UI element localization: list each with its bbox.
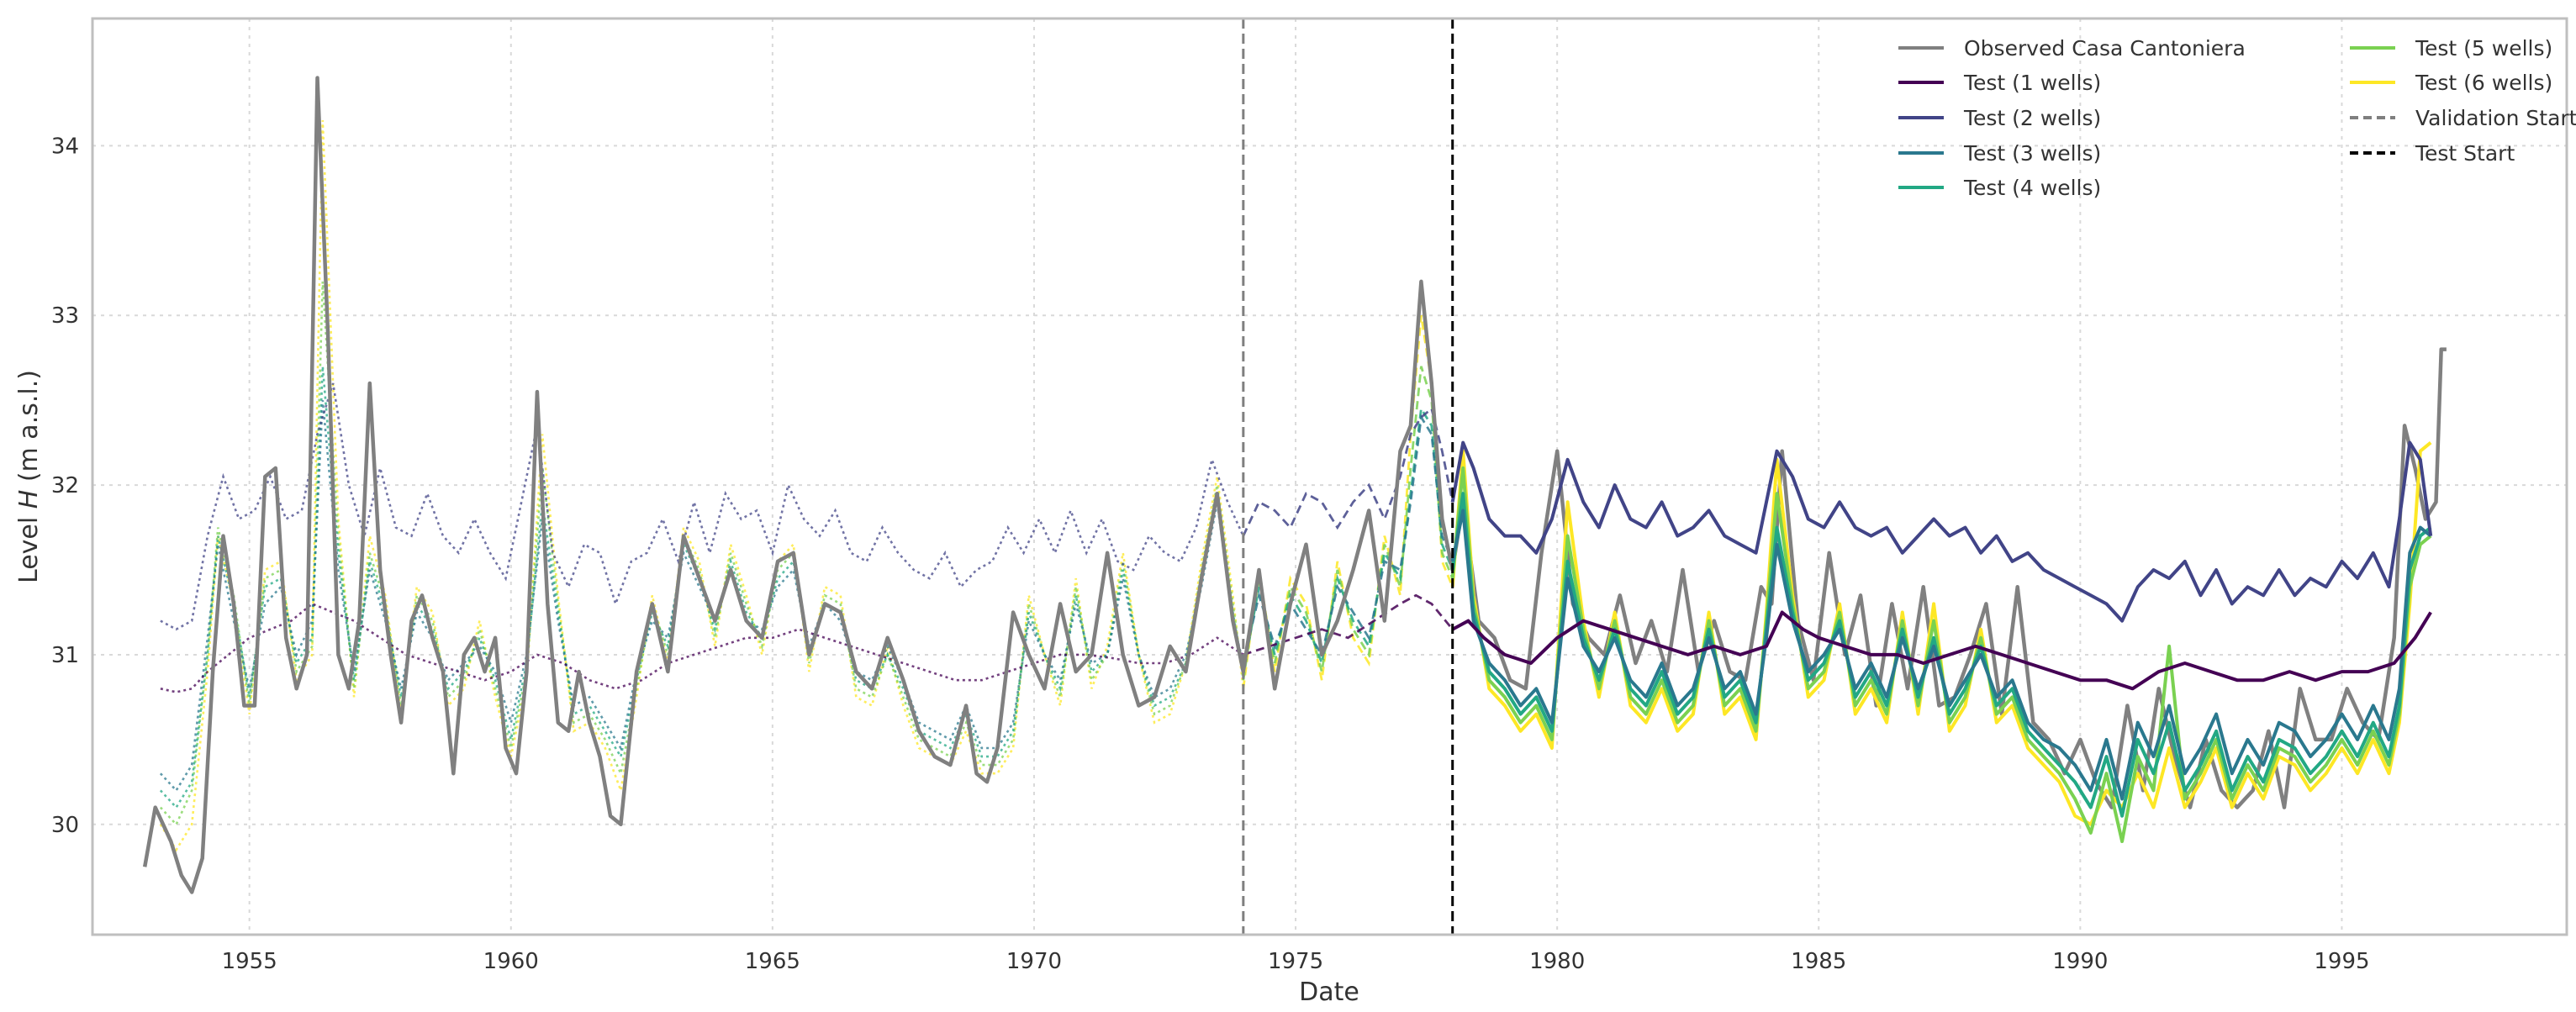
plot-area (142, 76, 2447, 894)
legend-label-5: Test (5 wells) (2415, 36, 2552, 61)
x-axis-title: Date (1299, 978, 1359, 1007)
x-tick-label-1955: 1955 (222, 949, 277, 974)
legend-label-0: Observed Casa Cantoniera (1964, 36, 2246, 61)
y-tick-label-30: 30 (51, 813, 79, 838)
series-w6-train-line (159, 120, 1245, 852)
x-tick-label-1980: 1980 (1529, 949, 1585, 974)
y-tick-label-33: 33 (51, 303, 79, 329)
series-w4-validation-line (1242, 405, 1454, 672)
legend-label-3: Test (3 wells) (1963, 141, 2101, 166)
x-tick-label-1970: 1970 (1006, 949, 1062, 974)
legend-label-7: Validation Start (2415, 106, 2576, 130)
y-tick-label-34: 34 (51, 134, 79, 159)
legend-label-6: Test (6 wells) (2415, 71, 2552, 95)
observed-line (142, 76, 2447, 894)
y-tick-label-32: 32 (51, 473, 79, 498)
x-tick-label-1960: 1960 (483, 949, 539, 974)
x-tick-label-1975: 1975 (1268, 949, 1323, 974)
legend-label-1: Test (1 wells) (1963, 71, 2101, 95)
legend-label-8: Test Start (2415, 141, 2515, 166)
series-w3-validation-line (1242, 414, 1454, 664)
legend-label-4: Test (4 wells) (1963, 176, 2101, 200)
reference-lines (1242, 18, 1454, 935)
y-tick-label-31: 31 (51, 643, 79, 668)
series-w5-validation-line (1242, 366, 1454, 681)
legend-label-2: Test (2 wells) (1963, 106, 2101, 130)
y-axis-title: Level H (m a.s.l.) (14, 370, 44, 583)
legend: Observed Casa Cantoniera Test (1 wells) Te… (1898, 36, 2576, 200)
x-tick-label-1985: 1985 (1791, 949, 1846, 974)
series-w3-test-line (1450, 509, 2432, 801)
axis-ticks: 1955 1960 1965 1970 1975 1980 1985 1990 1995 30 31… (51, 134, 2370, 974)
x-tick-label-1965: 1965 (745, 949, 800, 974)
grid-lines (92, 18, 2567, 935)
series-w2-train-line (160, 382, 1244, 631)
x-tick-label-1995: 1995 (2314, 949, 2369, 974)
x-tick-label-1990: 1990 (2052, 949, 2108, 974)
series-w1-test-line (1451, 610, 2432, 691)
plot-frame (91, 17, 2568, 936)
series-w2-test-line (1450, 440, 2433, 623)
series-w2-validation-line (1242, 406, 1454, 537)
